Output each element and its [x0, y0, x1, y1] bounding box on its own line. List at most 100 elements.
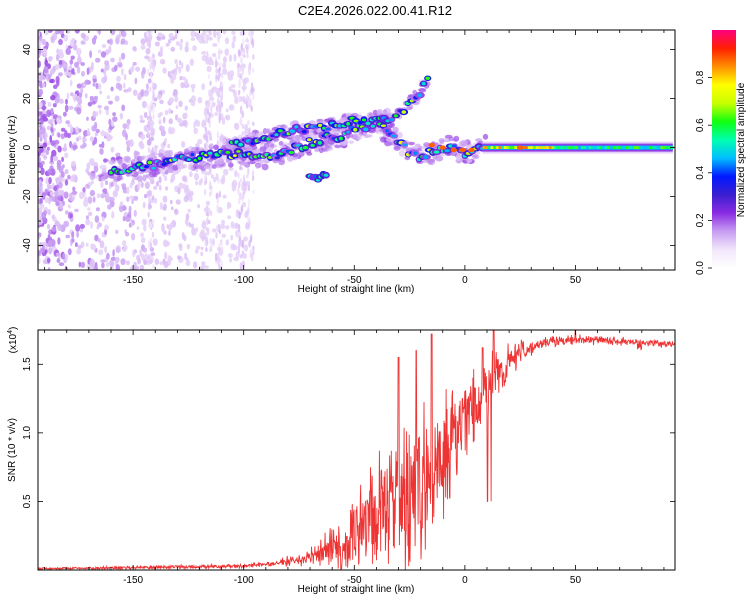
steady-band-core — [546, 146, 550, 149]
steady-band-core — [493, 146, 497, 149]
noise-blob — [154, 41, 160, 47]
noise-blob — [103, 105, 110, 111]
noise-blob — [121, 183, 127, 188]
band-blob — [239, 262, 243, 270]
noise-blob — [222, 68, 228, 75]
band-blob — [238, 78, 241, 89]
snr-y-tick-label: 1.5 — [22, 357, 33, 371]
halo-blob — [123, 155, 131, 162]
noise-blob — [69, 79, 73, 87]
noise-blob — [209, 30, 212, 37]
noise-blob — [228, 167, 234, 171]
noise-blob — [151, 53, 155, 59]
noise-blob — [191, 228, 197, 236]
band-blob — [217, 177, 220, 184]
noise-blob — [58, 202, 64, 210]
noise-blob — [120, 38, 126, 44]
band-blob — [205, 209, 208, 217]
noise-blob — [194, 172, 199, 181]
band-blob — [238, 66, 241, 73]
noise-blob — [69, 196, 75, 202]
noise-blob — [69, 39, 75, 48]
noise-blob — [78, 92, 83, 98]
steady-band-core — [655, 146, 659, 149]
noise-blob — [105, 261, 110, 268]
noise-blob — [38, 156, 41, 164]
noise-blob — [38, 39, 41, 47]
noise-blob — [65, 253, 69, 261]
band-blob — [245, 37, 249, 42]
noise-blob — [114, 256, 120, 263]
noise-blob — [55, 30, 60, 35]
band-blob — [217, 253, 220, 259]
band-blob — [218, 228, 221, 235]
band-blob — [239, 118, 242, 126]
noise-blob — [104, 60, 110, 66]
noise-blob — [195, 181, 199, 186]
noise-blob — [67, 204, 71, 209]
steady-band-core — [541, 146, 544, 149]
noise-blob — [223, 56, 227, 62]
band-blob — [242, 67, 245, 72]
noise-blob — [193, 261, 198, 269]
noise-blob — [225, 108, 229, 113]
snr-frame — [37, 329, 676, 571]
noise-blob — [119, 112, 124, 120]
noise-blob — [96, 193, 101, 199]
noise-blob — [121, 30, 127, 38]
band-blob — [240, 74, 243, 80]
band-blob — [146, 103, 149, 110]
noise-blob — [85, 242, 89, 247]
noise-blob — [233, 53, 237, 62]
noise-blob — [234, 122, 238, 129]
band-blob — [148, 40, 152, 49]
snr-y-scale-base: (x10 — [8, 333, 19, 353]
spectrogram-x-axis-label: Height of straight line (km) — [298, 284, 415, 295]
halo-blob — [398, 150, 406, 157]
noise-blob — [175, 105, 179, 110]
noise-blob — [140, 181, 144, 188]
noise-blob — [170, 199, 173, 205]
noise-blob — [185, 41, 189, 47]
halo-blob — [408, 142, 414, 146]
noise-blob — [232, 35, 237, 43]
halo-blob — [367, 112, 374, 118]
noise-blob — [140, 237, 146, 244]
steady-band-core — [641, 146, 645, 149]
noise-blob — [167, 143, 171, 149]
halo-blob — [352, 133, 359, 140]
noise-blob — [126, 145, 131, 153]
noise-blob — [191, 87, 195, 93]
trace-core-blob — [346, 122, 350, 126]
band-blob — [210, 210, 213, 217]
band-blob — [151, 231, 155, 238]
noise-blob — [95, 128, 100, 134]
halo-blob — [255, 163, 260, 169]
noise-blob — [84, 79, 90, 85]
noise-blob — [94, 215, 100, 223]
band-blob — [209, 191, 212, 197]
halo-blob — [108, 159, 115, 165]
noise-blob — [153, 185, 158, 190]
halo-blob — [248, 132, 256, 136]
trace-core-blob — [339, 136, 343, 141]
halo-blob — [142, 174, 147, 182]
band-blob — [204, 175, 207, 181]
noise-blob — [63, 67, 67, 72]
steady-band-core — [599, 146, 603, 149]
noise-blob — [82, 187, 86, 193]
noise-blob — [180, 82, 185, 89]
noise-blob — [54, 190, 59, 198]
noise-blob — [201, 54, 207, 62]
halo-blob — [460, 139, 468, 146]
steady-band-core — [649, 146, 653, 149]
steady-band-core — [567, 146, 571, 149]
noise-blob — [229, 257, 233, 263]
noise-blob — [168, 108, 172, 115]
band-blob — [249, 33, 253, 42]
noise-blob — [76, 66, 81, 74]
noise-blob — [89, 189, 95, 197]
noise-blob — [101, 43, 107, 48]
noise-blob — [64, 130, 68, 138]
halo-blob — [314, 147, 319, 153]
